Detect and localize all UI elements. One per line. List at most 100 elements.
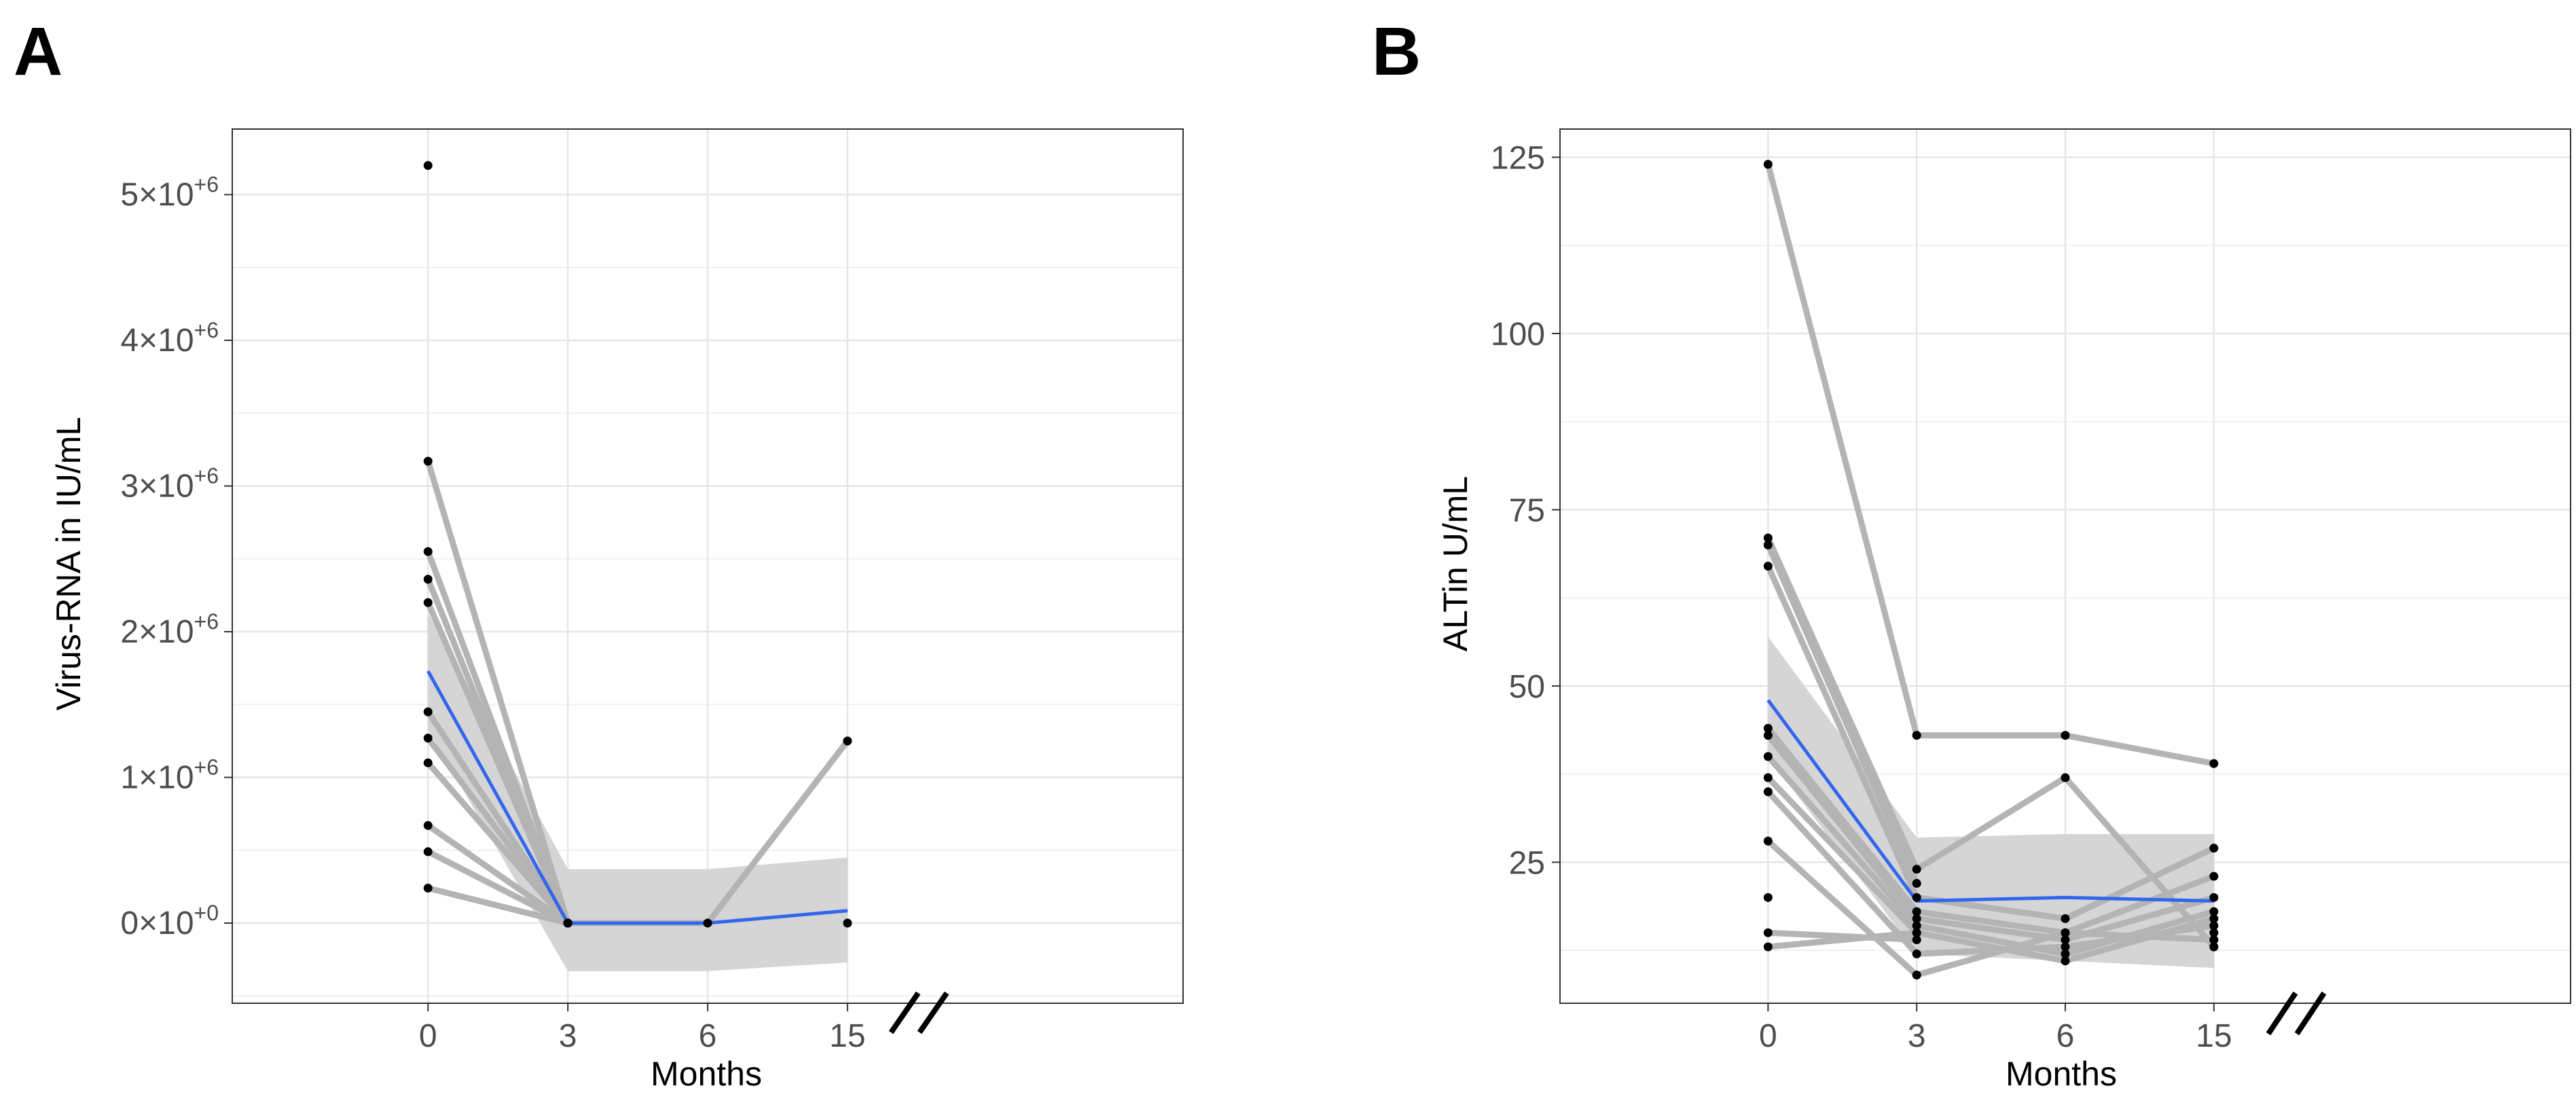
axis-break-marker (2266, 991, 2327, 1036)
data-point (1912, 879, 1921, 888)
panel-a-individual-lines (424, 458, 851, 926)
data-point (1763, 752, 1773, 761)
y-tick-label: 75 (1509, 492, 1545, 528)
x-tick-label: 3 (559, 1018, 577, 1054)
data-point (703, 918, 712, 928)
data-point (423, 821, 433, 830)
data-point (843, 918, 852, 928)
data-point (1763, 928, 1773, 937)
individual-series-line (1764, 774, 2217, 965)
panel-a-grid (232, 129, 1183, 1003)
individual-series-line (424, 848, 571, 926)
data-point (2061, 935, 2070, 945)
individual-series-line (1764, 732, 2217, 943)
data-point (1763, 836, 1773, 846)
y-tick-label: 4×10+6 (120, 318, 219, 359)
individual-series-line (1764, 929, 1920, 950)
individual-series-line (424, 822, 571, 926)
data-point (1912, 928, 1921, 937)
panel-b-x-ticks: 0 3 6 15 (1759, 1003, 2232, 1054)
data-point (1912, 970, 1921, 979)
data-point (2209, 928, 2219, 937)
data-point (1763, 540, 1773, 550)
data-point (843, 736, 852, 746)
x-tick-label: 15 (2196, 1018, 2232, 1054)
data-point (1912, 731, 1921, 740)
y-tick-label: 100 (1491, 317, 1545, 353)
data-point (423, 734, 433, 743)
data-point (423, 456, 433, 466)
y-tick-label: 125 (1491, 141, 1545, 177)
panel-b-letter: B (1372, 14, 1421, 90)
data-point (2061, 928, 2070, 937)
panel-b-y-ticks: 25 50 75 100 125 (1491, 141, 1560, 881)
individual-series-line (1764, 541, 1920, 887)
data-point (1912, 949, 1921, 958)
panel-a-y-ticks: 0×10+0 1×10+6 2×10+6 3×10+6 4×10+6 5×10+6 (120, 173, 232, 941)
individual-series-line (1764, 535, 2217, 950)
panel-a: A 0×10+0 1×10+6 2×10+6 3×10+6 4×10+6 5×10+6 0… (14, 14, 1184, 1093)
x-tick-label: 6 (699, 1018, 717, 1054)
data-point (2209, 935, 2219, 945)
data-point (2209, 844, 2219, 853)
individual-series-line (424, 458, 571, 926)
data-point (423, 547, 433, 556)
y-tick-label: 1×10+6 (120, 755, 219, 796)
data-point (1763, 723, 1773, 733)
panel-a-points (423, 161, 852, 928)
individual-series-line (1764, 837, 2217, 978)
x-tick-label: 15 (829, 1018, 865, 1054)
data-point (1763, 773, 1773, 782)
y-tick-label: 0×10+0 (120, 901, 219, 941)
data-point (2061, 956, 2070, 966)
panel-a-letter: A (14, 14, 62, 90)
y-tick-label: 2×10+6 (120, 609, 219, 650)
data-point (423, 758, 433, 768)
y-tick-label: 3×10+6 (120, 464, 219, 505)
panel-b: B 25 50 75 100 125 0 3 6 15 Months ALTin U/mL (1372, 14, 2571, 1093)
data-point (2061, 914, 2070, 923)
data-point (2209, 893, 2219, 902)
panel-a-mean-line (427, 670, 848, 925)
data-point (1763, 893, 1773, 902)
panel-a-x-axis-title: Months (651, 1055, 762, 1093)
data-point (2209, 759, 2219, 768)
axis-break-marker (888, 991, 949, 1034)
y-tick-label: 25 (1509, 845, 1545, 881)
individual-series-line (1764, 929, 1920, 943)
individual-series-line (1764, 563, 2217, 922)
data-point (2209, 921, 2219, 931)
data-point (2209, 914, 2219, 923)
individual-series-line (424, 599, 571, 926)
y-tick-label: 50 (1509, 669, 1545, 705)
data-point (2209, 942, 2219, 952)
data-point (1912, 914, 1921, 923)
data-point (1912, 893, 1921, 902)
x-tick-label: 0 (419, 1018, 437, 1054)
panel-a-x-ticks: 0 3 6 15 (419, 1003, 866, 1054)
data-point (1912, 865, 1921, 874)
data-point (2209, 871, 2219, 881)
mean-trend-line (1766, 699, 2214, 903)
mean-trend-line (427, 670, 848, 925)
data-point (1763, 160, 1773, 169)
data-point (423, 884, 433, 893)
data-point (2209, 907, 2219, 916)
data-point (2061, 942, 2070, 952)
data-point (423, 575, 433, 584)
panel-b-y-axis-title: ALTin U/mL (1436, 476, 1474, 651)
x-tick-label: 3 (1908, 1018, 1926, 1054)
panel-a-y-axis-title: Virus-RNA in IU/mL (50, 417, 88, 711)
data-point (423, 707, 433, 717)
data-point (1763, 562, 1773, 571)
data-point (1763, 942, 1773, 952)
individual-series-line (1764, 725, 2217, 936)
data-point (423, 847, 433, 857)
data-point (2061, 949, 2070, 958)
data-point (1763, 787, 1773, 797)
data-point (1763, 731, 1773, 740)
data-point (423, 161, 433, 170)
data-point (1912, 907, 1921, 916)
y-tick-label: 5×10+6 (120, 173, 219, 213)
